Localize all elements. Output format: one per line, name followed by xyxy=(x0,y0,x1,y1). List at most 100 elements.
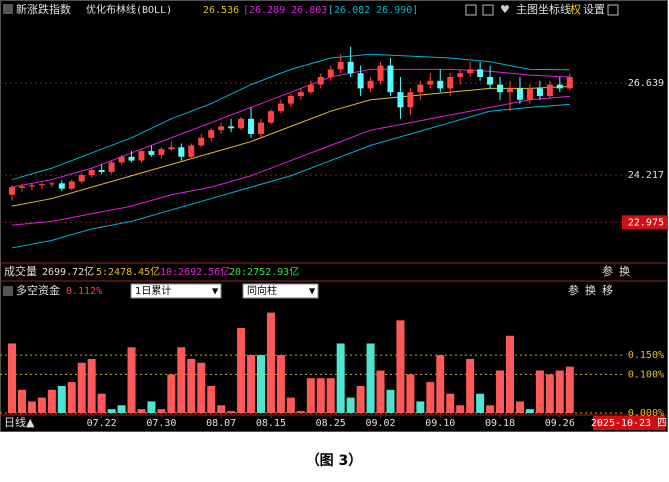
candle-body xyxy=(287,95,294,104)
bar xyxy=(97,393,106,413)
tool-button[interactable]: 坐标线 xyxy=(538,2,571,16)
bar xyxy=(366,343,375,413)
y-tick-label: 0.150% xyxy=(628,350,664,361)
tool-button[interactable]: 权 xyxy=(570,3,581,16)
candle-body xyxy=(277,103,284,112)
volume-button[interactable]: 换 xyxy=(619,264,630,278)
bar xyxy=(326,378,335,413)
expand-button[interactable] xyxy=(607,4,619,16)
candle-body xyxy=(198,137,205,146)
fav-icon[interactable]: ♥ xyxy=(500,3,510,16)
candle-body xyxy=(188,145,195,157)
fund-label: 多空资金 xyxy=(16,283,60,297)
indicator-name: 优化布林线(BOLL) xyxy=(86,3,172,16)
bar xyxy=(47,389,56,413)
add-button[interactable] xyxy=(465,4,477,16)
y-tick-label: 22.975 xyxy=(628,217,664,228)
candle-body xyxy=(407,92,414,108)
bar xyxy=(187,358,196,413)
bar xyxy=(336,343,345,413)
candle-body xyxy=(108,162,115,172)
bar xyxy=(545,374,554,413)
volume-ma10: 10:2692.56亿 xyxy=(160,265,230,278)
volume-button[interactable]: 参 xyxy=(602,264,613,278)
bar xyxy=(107,409,116,413)
candle-body xyxy=(138,151,145,161)
y-tick-label: 24.217 xyxy=(628,170,664,181)
bar xyxy=(456,405,465,413)
candle-body xyxy=(337,61,344,70)
menu-icon[interactable] xyxy=(3,286,13,296)
candle-body xyxy=(88,170,95,176)
candle-body xyxy=(218,126,225,131)
fund-button[interactable]: 移 xyxy=(602,284,613,297)
period-label[interactable]: 日线▲ xyxy=(4,415,35,429)
dropdown-text[interactable]: 1日累计 xyxy=(135,284,171,297)
bar xyxy=(306,378,315,413)
dropdown-arrow[interactable]: ▼ xyxy=(212,287,219,296)
bar xyxy=(17,389,26,413)
band-line xyxy=(11,53,570,181)
boll-outer: [26.082 26.990] xyxy=(328,5,418,16)
fund-button[interactable]: 参 xyxy=(568,283,579,297)
dropdown[interactable] xyxy=(242,283,319,299)
dropdown[interactable] xyxy=(130,283,222,299)
bar xyxy=(257,355,265,413)
candle-body xyxy=(307,84,314,93)
candle-body xyxy=(556,84,563,89)
bar xyxy=(486,405,495,413)
minus-button[interactable] xyxy=(482,4,494,16)
bar xyxy=(515,401,524,413)
x-tick-label: 08.25 xyxy=(316,418,346,429)
bar xyxy=(167,374,176,413)
candle-body xyxy=(417,84,424,93)
candle-body xyxy=(118,156,125,163)
bar xyxy=(8,343,16,413)
chart-title: 新涨跌指数 xyxy=(16,2,71,16)
bar xyxy=(296,411,305,413)
menu-icon[interactable] xyxy=(3,4,13,14)
candle-body xyxy=(507,88,513,93)
candle-body xyxy=(497,84,504,93)
bar xyxy=(466,358,475,413)
bar xyxy=(217,405,226,413)
tool-button[interactable]: 主图 xyxy=(516,3,538,16)
bar xyxy=(117,405,126,413)
bar xyxy=(197,362,206,413)
dropdown-arrow[interactable]: ▼ xyxy=(309,287,316,296)
volume-ma20: 20:2752.93亿 xyxy=(229,265,299,278)
bar xyxy=(266,312,275,413)
bar xyxy=(535,370,544,413)
bar xyxy=(276,355,285,413)
bar xyxy=(207,385,216,413)
candle-body xyxy=(516,88,523,100)
bar xyxy=(496,370,505,413)
y-tick-label: 0.000% xyxy=(628,408,664,419)
dropdown-text[interactable]: 同向柱 xyxy=(247,284,277,297)
fund-button[interactable]: 换 xyxy=(585,283,596,297)
y-tick-label: 26.639 xyxy=(628,78,664,89)
x-tick-label: 09.18 xyxy=(485,418,515,429)
bar xyxy=(426,382,435,413)
background xyxy=(0,0,668,432)
candle-body xyxy=(457,73,464,77)
x-tick-label: 09.02 xyxy=(365,418,395,429)
bar xyxy=(157,409,166,413)
candle-body xyxy=(397,92,404,108)
candle-body xyxy=(48,183,55,185)
volume-total: 2699.72亿 xyxy=(42,265,94,278)
bar xyxy=(57,385,66,413)
tool-button[interactable]: 设置 xyxy=(583,3,605,16)
x-tick-label: 07.22 xyxy=(87,418,117,429)
candle-body xyxy=(467,69,474,74)
candle-body xyxy=(238,118,245,129)
bar xyxy=(565,366,574,413)
bar xyxy=(525,409,534,413)
x-tick-label: 08.07 xyxy=(206,418,236,429)
candle-body xyxy=(18,186,25,188)
bar xyxy=(147,401,156,413)
bar xyxy=(137,409,146,413)
boll-mid: 26.536 xyxy=(203,5,239,16)
candle-body xyxy=(347,61,354,74)
